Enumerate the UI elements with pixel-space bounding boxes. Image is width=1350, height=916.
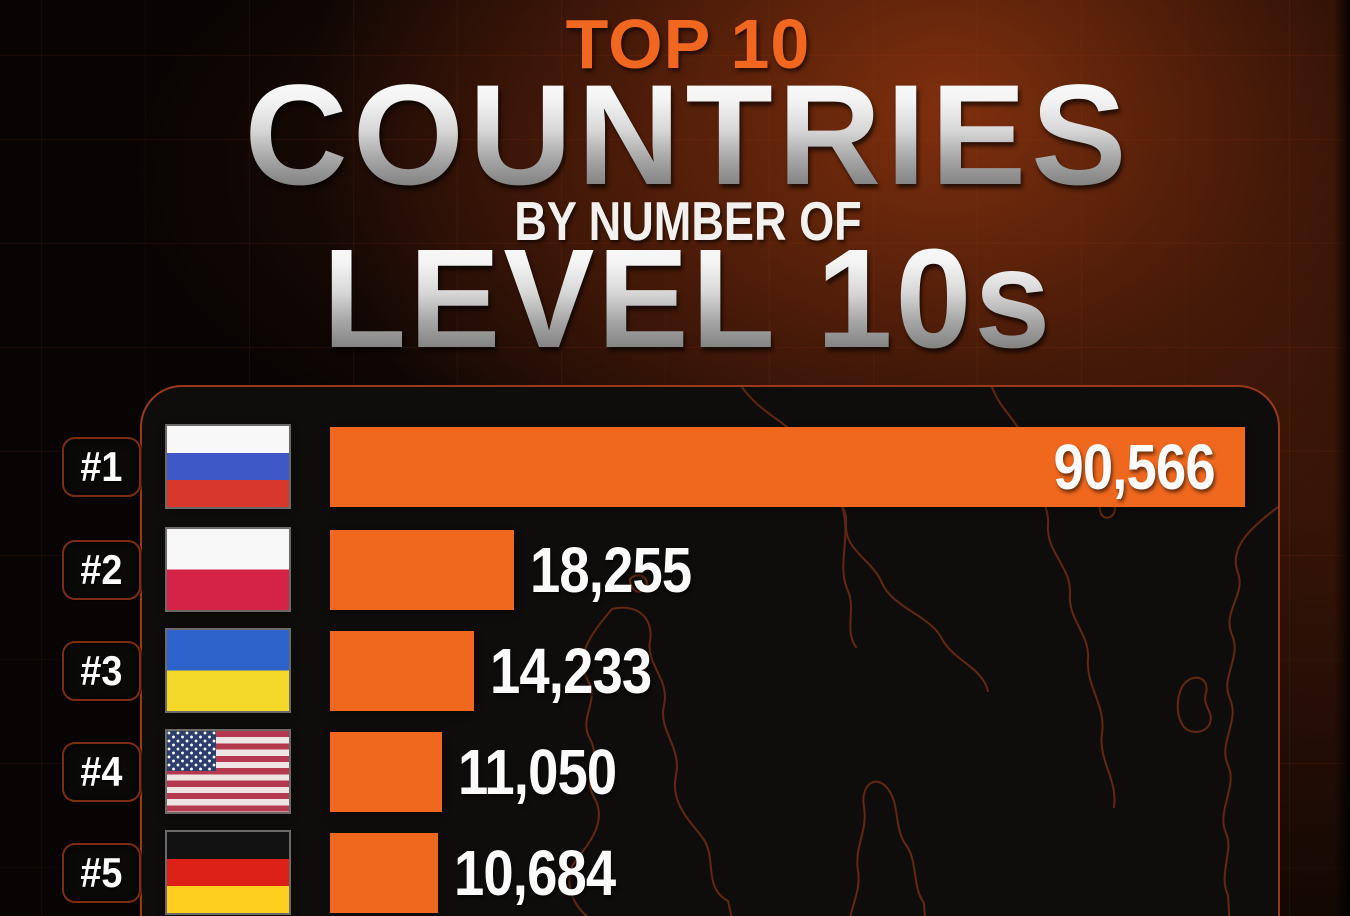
title-bottom: LEVEL 10s bbox=[323, 217, 1054, 380]
flag-usa-icon bbox=[165, 729, 291, 814]
value-label: 18,255 bbox=[530, 534, 692, 606]
rank-badge: #3 bbox=[62, 641, 141, 701]
title-block: TOP 10 COUNTRIES BY NUMBER OF LEVEL 10s bbox=[0, 0, 1350, 377]
rank-label: #5 bbox=[80, 849, 123, 896]
value-bar bbox=[330, 732, 442, 812]
chart-row: #5 10,684 bbox=[0, 830, 1350, 915]
rank-label: #1 bbox=[80, 443, 123, 490]
usa-canton-stars bbox=[167, 731, 216, 771]
flag-ukraine-icon bbox=[165, 628, 291, 713]
rank-badge: #2 bbox=[62, 540, 141, 600]
rank-label: #2 bbox=[80, 546, 123, 593]
rank-label: #3 bbox=[80, 647, 123, 694]
value-label: 10,684 bbox=[454, 837, 616, 909]
value-bar bbox=[330, 833, 438, 913]
rank-badge: #5 bbox=[62, 843, 141, 903]
rank-label: #4 bbox=[80, 748, 123, 795]
rank-badge: #4 bbox=[62, 742, 141, 802]
chart-row: #4 11,050 bbox=[0, 729, 1350, 814]
value-bar: 90,566 bbox=[330, 427, 1245, 507]
chart-row: #2 18,255 bbox=[0, 527, 1350, 612]
value-label: 11,050 bbox=[458, 736, 617, 808]
value-bar bbox=[330, 631, 474, 711]
flag-germany-icon bbox=[165, 830, 291, 915]
chart-row: #1 90,566 bbox=[0, 424, 1350, 509]
flag-russia-icon bbox=[165, 424, 291, 509]
value-label: 14,233 bbox=[490, 635, 652, 707]
value-label: 90,566 bbox=[1053, 431, 1216, 503]
flag-poland-icon bbox=[165, 527, 291, 612]
value-bar bbox=[330, 530, 514, 610]
chart-row: #3 14,233 bbox=[0, 628, 1350, 713]
rank-badge: #1 bbox=[62, 437, 141, 497]
